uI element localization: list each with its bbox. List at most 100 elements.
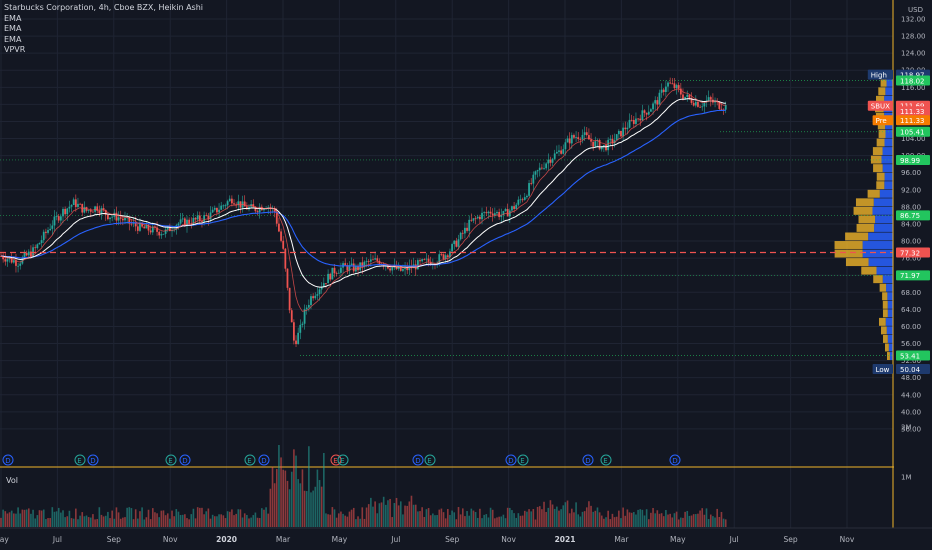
candle-body [650,109,652,112]
candle-body [470,219,473,221]
candle-body [211,209,214,213]
price-label-bg [896,350,930,361]
candle-body [340,267,342,273]
candle-body [280,231,282,241]
volume-bar [239,509,242,527]
event-marker-letter: E [247,457,251,465]
candle-body [547,159,550,164]
candle-body [59,216,62,221]
volume-bar [295,455,297,527]
event-marker-letter: D [508,457,513,465]
vpvr-bar-down [882,300,888,309]
volume-bar [329,514,332,527]
time-tick: Sep [784,535,798,544]
candle-body [647,111,650,115]
vpvr-bar-up [885,317,893,326]
candle-body [635,118,637,124]
vpvr-bar-up [884,181,893,190]
volume-bar [515,517,518,527]
candle-body [230,198,233,204]
candle-body [121,218,124,221]
grid-lines [0,0,893,528]
candle-body [632,119,635,124]
event-marker-ring [600,454,612,466]
candle-body [117,217,120,221]
event-marker-ring [412,454,424,466]
volume-bar [102,516,105,527]
volume-bar [201,507,203,527]
candle-body [720,108,723,110]
volume-bars [0,444,727,527]
event-marker-ring [330,454,342,466]
volume-bar [545,511,547,527]
vpvr-bar-up [881,155,893,164]
candle-body [609,138,612,140]
volume-bar [684,511,686,527]
indicator-ema-1[interactable]: EMA [4,13,22,23]
candle-body [583,132,586,135]
candle-body [421,259,424,262]
volume-bar [72,518,75,527]
candle-body [573,135,575,138]
candle-body [637,118,639,120]
candle-body [476,216,479,219]
candle-body [677,85,680,89]
volume-bar [184,514,186,527]
volume-bar [517,513,520,527]
volume-bar [592,511,594,527]
volume-bar [551,504,554,527]
candle-body [4,259,7,262]
volume-bar [447,509,449,527]
volume-bar [323,452,325,527]
candle-body [314,295,317,299]
indicator-ema-3[interactable]: EMA [4,34,22,44]
volume-bar [83,516,86,527]
volume-bar [690,515,693,527]
vpvr-bar-down [877,121,886,130]
volume-bar [40,510,43,527]
candle-body [446,255,449,258]
candle-body [459,232,462,240]
volume-bar [560,509,562,527]
candle-body [493,213,496,216]
volume-bar [716,508,718,527]
candle-body [639,118,642,121]
volume-bar [707,519,710,527]
volume-bar [216,516,218,527]
candle-body [83,207,86,213]
candle-body [523,197,526,200]
candle-body [322,283,325,288]
event-marker-letter: D [182,457,187,465]
candle-body [372,259,374,261]
candle-body [34,247,37,249]
candle-body [237,201,240,206]
volume-bar [92,514,94,527]
candle-body [419,260,421,262]
indicator-vpvr[interactable]: VPVR [4,45,26,54]
indicator-ema-2[interactable]: EMA [4,24,22,33]
volume-bar [64,517,66,527]
price-label-tag [872,363,893,374]
candle-body [316,294,319,296]
volume-bar [408,501,411,527]
time-axis-bg[interactable] [0,528,932,550]
volume-bar [119,518,122,527]
time-tick: Nov [501,535,516,544]
price-axis-bg[interactable] [894,0,932,528]
candle-body [282,240,285,249]
volume-bar [149,519,152,527]
volume-bar [49,518,51,527]
symbol-title[interactable]: Starbucks Corporation, 4h, Cboe BZX, Hei… [4,3,204,12]
price-label-tag-text: Low [876,366,890,374]
volume-bar [179,515,182,527]
candle-body [30,251,32,257]
volume-bar [357,516,359,527]
price-tick: 40.00 [901,408,921,416]
vpvr-bar-down [882,309,888,318]
candle-body [53,216,56,226]
volume-bar [151,508,154,527]
candle-body [461,232,464,234]
candle-body [714,101,716,103]
